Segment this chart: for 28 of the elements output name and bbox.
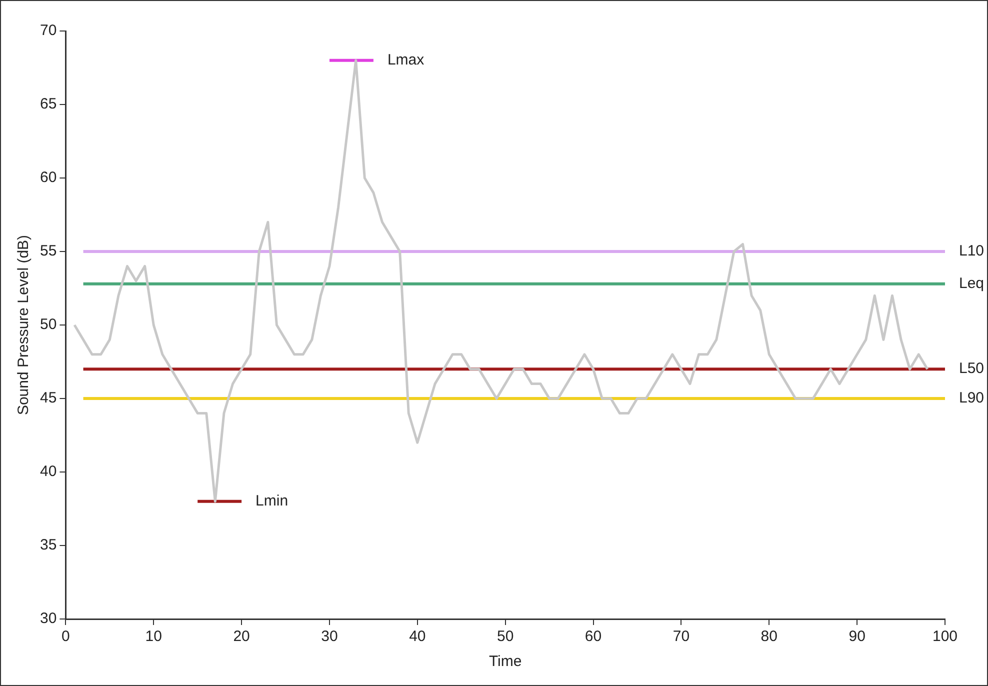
y-tick-label: 60 bbox=[40, 169, 57, 186]
series-label: Lmax bbox=[387, 52, 425, 69]
series-label: L90 bbox=[959, 390, 984, 407]
x-tick-label: 90 bbox=[848, 628, 866, 646]
x-tick-label: 0 bbox=[62, 628, 70, 646]
x-tick-label: 100 bbox=[932, 628, 958, 646]
x-tick-label: 10 bbox=[145, 628, 162, 646]
y-tick-label: 35 bbox=[40, 536, 57, 554]
x-tick-label: 50 bbox=[497, 628, 514, 646]
y-tick-label: 70 bbox=[40, 22, 57, 40]
x-tick-label: 40 bbox=[409, 628, 426, 646]
series-label: L10 bbox=[959, 242, 984, 260]
y-tick-label: 50 bbox=[40, 316, 57, 334]
series-label: L50 bbox=[959, 360, 984, 378]
series-label: Lmin bbox=[256, 492, 288, 510]
y-tick-label: 55 bbox=[40, 242, 57, 260]
y-tick-label: 30 bbox=[40, 610, 57, 628]
y-axis-title: Sound Pressure Level (dB) bbox=[15, 234, 32, 416]
x-tick-label: 70 bbox=[672, 628, 690, 646]
x-tick-label: 80 bbox=[760, 628, 778, 646]
x-tick-label: 30 bbox=[321, 628, 338, 646]
x-axis-title: Time bbox=[488, 653, 522, 670]
y-tick-label: 65 bbox=[40, 96, 57, 113]
y-tick-label: 45 bbox=[40, 390, 57, 407]
y-tick-label: 40 bbox=[40, 463, 57, 480]
x-tick-label: 20 bbox=[233, 628, 250, 646]
series-label: Leq bbox=[959, 274, 984, 292]
x-tick-label: 60 bbox=[584, 628, 602, 646]
